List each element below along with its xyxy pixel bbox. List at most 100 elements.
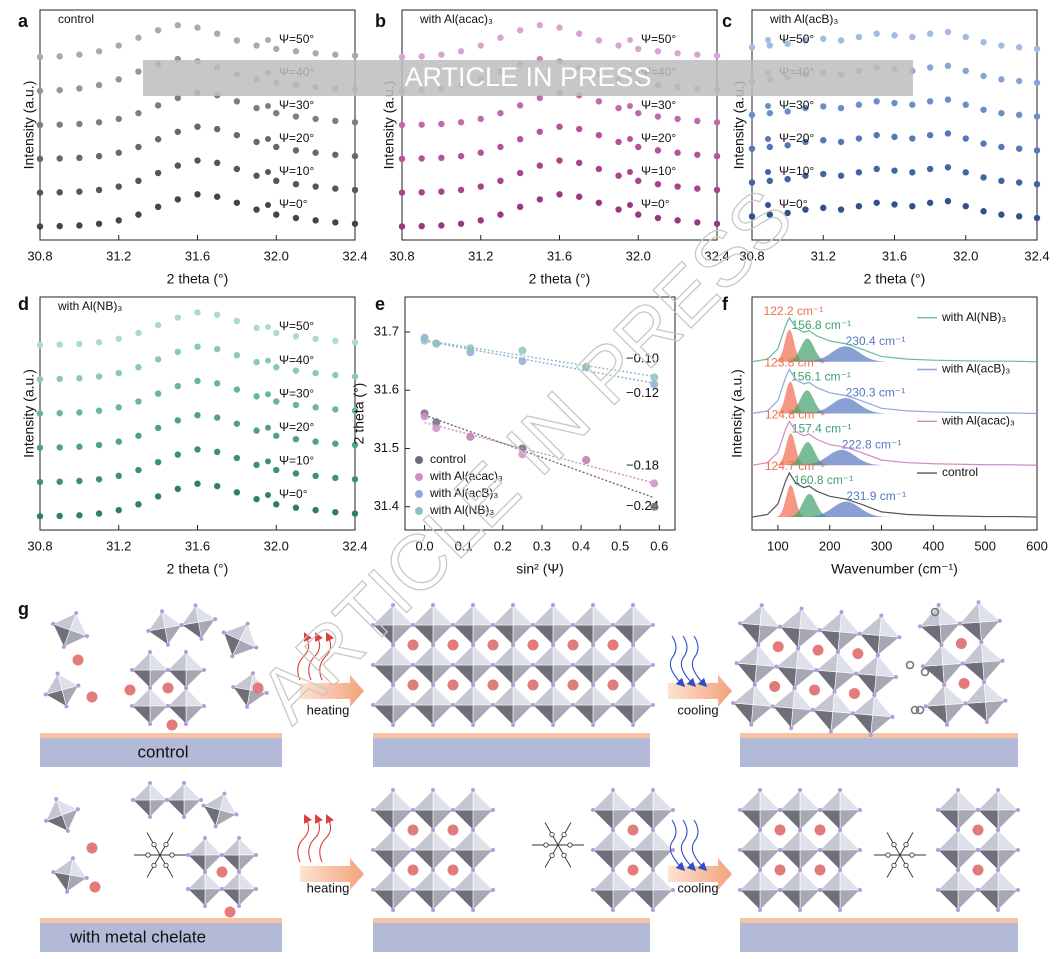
data-point <box>115 438 122 445</box>
octahedron-face <box>964 681 986 704</box>
inset-label: with Al(NB)₃ <box>57 299 122 313</box>
data-point <box>76 188 83 195</box>
data-point <box>694 117 701 125</box>
octahedron-face <box>552 604 574 626</box>
vertex <box>897 635 902 640</box>
vertex <box>571 623 575 627</box>
data-point <box>575 159 583 167</box>
slope-label: −0.12 <box>626 385 659 400</box>
data-point <box>944 62 952 70</box>
step-label: cooling <box>677 880 718 895</box>
data-point <box>575 30 583 37</box>
vertex <box>611 788 615 792</box>
vertex <box>184 722 188 726</box>
data-point <box>909 101 916 108</box>
data-point <box>615 172 622 179</box>
vertex <box>51 870 56 875</box>
vertex <box>391 643 395 647</box>
octahedron-face <box>735 662 757 686</box>
vertex <box>758 788 762 792</box>
vertex <box>631 683 635 687</box>
vertex <box>920 664 925 669</box>
octahedron-face <box>812 691 835 712</box>
data-point <box>1015 44 1023 51</box>
data-point <box>784 40 791 48</box>
data-point <box>253 393 260 400</box>
perovskite-block <box>186 836 258 908</box>
vertex <box>54 797 59 802</box>
vertex <box>774 664 779 669</box>
octahedron-face <box>147 627 169 646</box>
perovskite-block <box>936 788 1020 912</box>
octahedron-face <box>222 623 249 641</box>
vertex <box>817 628 822 633</box>
data-point <box>477 183 484 190</box>
octahedron-face <box>147 610 166 632</box>
heat-flow <box>319 814 334 863</box>
data-point <box>398 53 406 61</box>
data-point <box>944 130 952 137</box>
data-point <box>926 131 934 139</box>
data-point <box>95 373 103 380</box>
octahedron-face <box>167 687 187 707</box>
data-point <box>582 362 591 371</box>
data-point <box>332 337 339 345</box>
octahedron-face <box>167 651 187 671</box>
x-tick-label: 0.2 <box>494 538 512 553</box>
octahedron-face <box>372 644 394 666</box>
vertex <box>868 733 873 738</box>
octahedron-face <box>180 621 202 640</box>
data-point <box>418 53 425 60</box>
x-tick-label: 32.4 <box>342 248 367 263</box>
data-point <box>398 155 406 163</box>
data-point <box>273 466 280 474</box>
vertex <box>43 692 48 697</box>
vertex <box>471 868 475 872</box>
vertex <box>511 723 515 727</box>
octahedron-face <box>739 869 761 891</box>
legend-label: with Al(NB)₃ <box>429 503 494 517</box>
vertex <box>471 683 475 687</box>
data-point <box>457 48 465 55</box>
data-point <box>273 432 280 439</box>
data-point <box>174 22 182 29</box>
octahedron-face <box>492 644 514 666</box>
octahedron-face <box>412 644 434 666</box>
octahedron-face <box>632 789 654 811</box>
vertex <box>254 887 258 891</box>
octahedron-face <box>131 669 151 689</box>
row-label: with metal chelate <box>69 927 206 946</box>
vertex <box>165 798 169 802</box>
vertex <box>250 671 255 676</box>
vertex <box>551 683 555 687</box>
vertex <box>858 888 862 892</box>
vertex <box>55 671 60 676</box>
atom <box>909 852 915 858</box>
perovskite-block <box>371 788 495 912</box>
data-point <box>174 94 182 102</box>
data-point <box>174 314 182 321</box>
vertex <box>431 868 435 872</box>
data-point <box>635 143 642 151</box>
data-point <box>292 48 300 55</box>
data-point <box>56 512 63 520</box>
data-point <box>115 183 122 190</box>
data-point <box>873 98 880 105</box>
data-point <box>273 501 280 508</box>
vertex <box>213 824 218 829</box>
data-point <box>457 119 465 126</box>
vertex <box>431 828 435 832</box>
y-axis-title: Intensity (a.u.) <box>729 369 745 458</box>
vertex <box>984 719 989 724</box>
vertex <box>671 888 675 892</box>
vertex <box>222 791 227 796</box>
vertex <box>651 623 655 627</box>
vertex <box>798 828 802 832</box>
data-point <box>174 162 182 169</box>
x-tick-label: 32.4 <box>342 538 367 553</box>
cation <box>567 679 579 691</box>
vertex <box>671 848 675 852</box>
vertex <box>872 693 877 698</box>
data-point <box>891 167 898 174</box>
data-point <box>457 220 465 227</box>
